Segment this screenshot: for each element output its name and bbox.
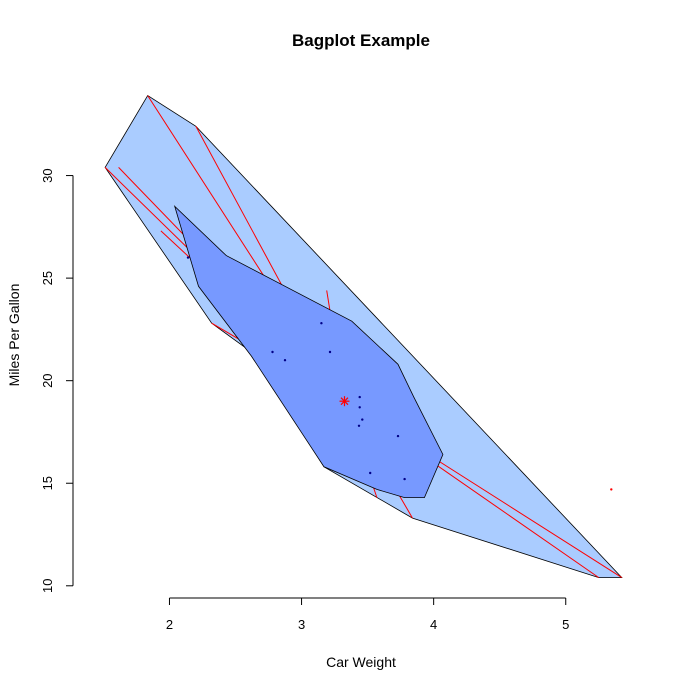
y-tick-label-2: 20 — [40, 373, 55, 387]
bag-point-11 — [186, 256, 190, 259]
y-axis: 10 15 20 25 30 — [40, 168, 74, 593]
y-axis-title: Miles Per Gallon — [6, 284, 22, 387]
bag-point-8 — [396, 434, 400, 438]
bag-point-0 — [271, 350, 274, 354]
x-tick-label-1: 3 — [298, 617, 305, 632]
chart-title: Bagplot Example — [292, 31, 430, 50]
y-tick-label-4: 30 — [40, 168, 55, 182]
bag-point-1 — [283, 359, 287, 362]
bag-point-5 — [358, 406, 361, 409]
center-marker — [339, 396, 350, 407]
center-star-stroke-3 — [340, 397, 349, 406]
y-tick-label-1: 15 — [40, 476, 55, 490]
bag-point-2 — [320, 322, 323, 325]
outlier-points — [610, 488, 613, 491]
bag-point-4 — [358, 395, 361, 399]
bag-point-10 — [403, 477, 406, 481]
x-axis: 2 3 4 5 — [166, 597, 569, 632]
bag-point-9 — [369, 471, 372, 475]
bag-point-6 — [361, 418, 364, 421]
x-axis-title: Car Weight — [326, 654, 396, 670]
y-tick-label-3: 25 — [40, 271, 55, 285]
y-tick-label-0: 10 — [40, 579, 55, 593]
outlier-point-0 — [610, 488, 613, 491]
plot-layers — [104, 95, 623, 579]
bag-point-3 — [328, 350, 332, 354]
x-tick-label-2: 4 — [430, 617, 437, 632]
bag-points — [186, 256, 406, 481]
bag-polygon — [173, 204, 444, 499]
bag-point-7 — [357, 424, 361, 427]
x-tick-label-0: 2 — [166, 617, 173, 632]
x-tick-label-3: 5 — [562, 617, 569, 632]
